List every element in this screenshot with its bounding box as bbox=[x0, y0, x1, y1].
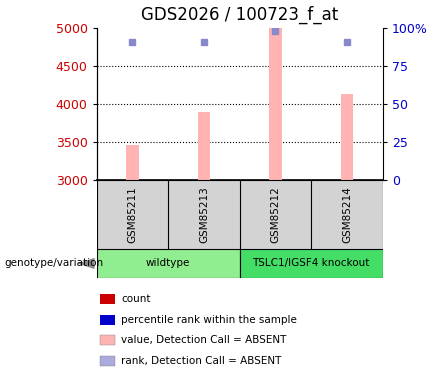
Polygon shape bbox=[77, 258, 95, 269]
Bar bbox=[100, 356, 115, 366]
Bar bbox=[100, 294, 115, 304]
Text: TSLC1/IGSF4 knockout: TSLC1/IGSF4 knockout bbox=[252, 258, 370, 268]
Bar bbox=[97, 249, 240, 278]
Text: value, Detection Call = ABSENT: value, Detection Call = ABSENT bbox=[121, 335, 286, 345]
Bar bbox=[269, 28, 282, 180]
Text: GSM85214: GSM85214 bbox=[342, 186, 352, 243]
Bar bbox=[100, 315, 115, 325]
Bar bbox=[341, 94, 353, 180]
Text: percentile rank within the sample: percentile rank within the sample bbox=[121, 315, 297, 325]
Bar bbox=[240, 249, 383, 278]
Bar bbox=[100, 335, 115, 345]
Bar bbox=[197, 112, 210, 180]
Text: count: count bbox=[121, 294, 150, 304]
Text: wildtype: wildtype bbox=[146, 258, 190, 268]
Text: genotype/variation: genotype/variation bbox=[4, 258, 104, 268]
Bar bbox=[126, 145, 139, 180]
Text: rank, Detection Call = ABSENT: rank, Detection Call = ABSENT bbox=[121, 356, 281, 366]
Text: GSM85213: GSM85213 bbox=[199, 186, 209, 243]
Title: GDS2026 / 100723_f_at: GDS2026 / 100723_f_at bbox=[141, 6, 338, 24]
Text: GSM85211: GSM85211 bbox=[127, 186, 138, 243]
Text: GSM85212: GSM85212 bbox=[270, 186, 280, 243]
